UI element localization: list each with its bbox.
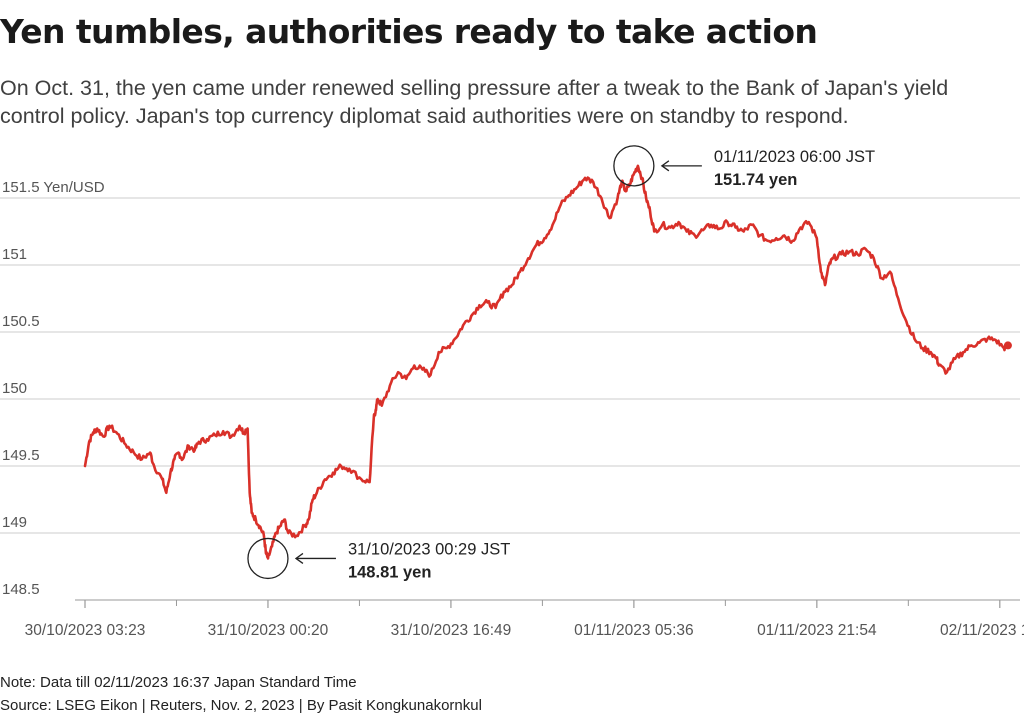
y-tick-label: 150: [2, 380, 27, 397]
series-end-point: [1003, 341, 1012, 350]
y-axis-tick-labels: 148.5 149 149.5 150 150.5 151 151.5 Yen/USD: [2, 179, 105, 598]
annotation-circle: [247, 537, 289, 580]
annotation-arrowhead: [294, 552, 304, 564]
x-tick-label: 01/11/2023 21:54: [757, 622, 877, 639]
x-tick-label: 31/10/2023 16:49: [391, 622, 512, 639]
x-tick-label: 30/10/2023 03:23: [25, 622, 146, 639]
series-yen-usd: [83, 164, 1012, 560]
y-tick-label: 150.5: [2, 313, 40, 330]
annotation-time: 01/11/2023 06:00 JST: [714, 148, 875, 166]
annotation-time: 31/10/2023 00:29 JST: [348, 540, 510, 558]
annotation-arrowhead: [660, 160, 670, 172]
y-tick-label: 149.5: [2, 447, 40, 464]
series-line: [83, 164, 1010, 560]
annotation-value: 151.74 yen: [714, 171, 797, 189]
y-tick-label: 151.5 Yen/USD: [2, 179, 105, 196]
y-tick-label: 151: [2, 246, 27, 263]
line-chart: 148.5 149 149.5 150 150.5 151 151.5 Yen/USD 30…: [0, 145, 1024, 639]
x-tick-label: 02/11/2023 12:08: [940, 622, 1024, 639]
x-tick-label: 31/10/2023 00:20: [208, 622, 329, 639]
chart-title: Yen tumbles, authorities ready to take a…: [0, 12, 818, 51]
x-tick-label: 01/11/2023 05:36: [574, 622, 694, 639]
chart-subtitle: On Oct. 31, the yen came under renewed s…: [0, 76, 949, 128]
x-axis: 30/10/2023 03:23 31/10/2023 00:20 31/10/20…: [25, 599, 1024, 639]
annotation-value: 148.81 yen: [348, 563, 431, 581]
y-tick-label: 148.5: [2, 581, 40, 598]
gridlines: [0, 197, 1020, 534]
annotation-circle: [613, 145, 655, 187]
annotations: 31/10/2023 00:29 JST 148.81 yen 01/11/2023…: [247, 145, 875, 581]
chart-source: Source: LSEG Eikon | Reuters, Nov. 2, 20…: [0, 697, 482, 714]
chart-note: Note: Data till 02/11/2023 16:37 Japan S…: [0, 674, 357, 691]
y-tick-label: 149: [2, 514, 27, 531]
